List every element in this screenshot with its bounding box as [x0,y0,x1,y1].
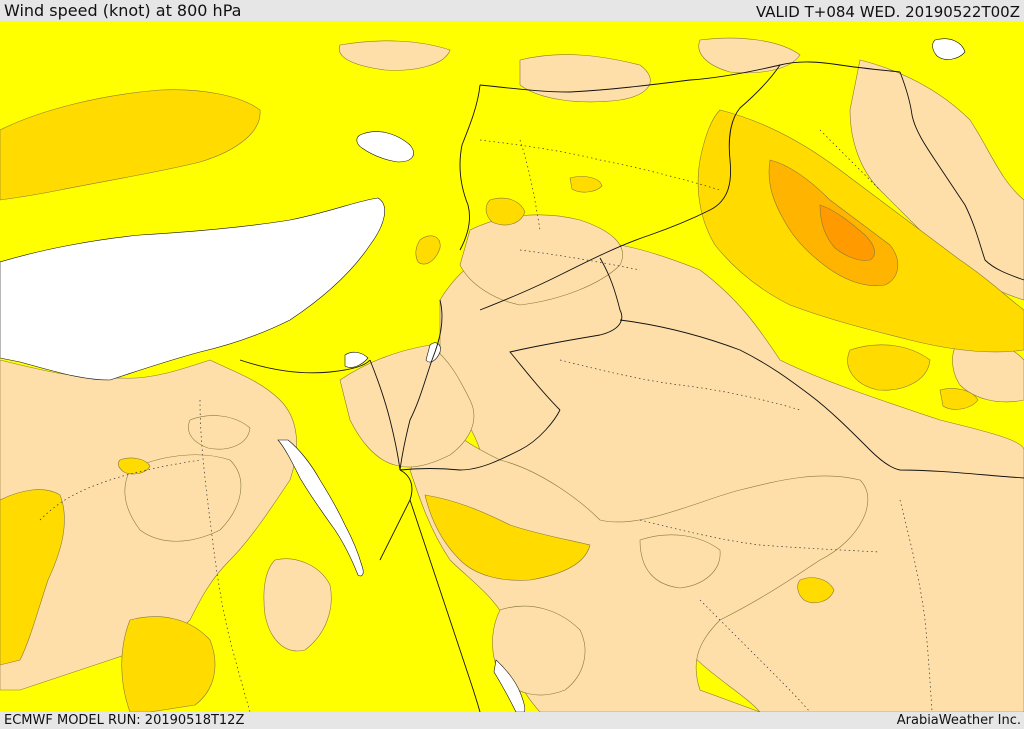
low-speed-regions [0,37,1024,712]
province-lines [39,129,933,712]
high-speed-regions [768,159,898,286]
model-run-label: ECMWF MODEL RUN: 20190518T12Z [4,713,245,728]
country-borders [239,61,1024,712]
map-footer: ECMWF MODEL RUN: 20190518T12Z ArabiaWeat… [0,712,1024,729]
map-header: Wind speed (knot) at 800 hPa VALID T+084… [0,0,1024,21]
map-title: Wind speed (knot) at 800 hPa [4,1,242,20]
valid-time: VALID T+084 WED. 20190522T00Z [755,3,1020,21]
brand-label: ArabiaWeather Inc. [896,713,1021,728]
wind-speed-map [0,21,1024,712]
masked-areas [0,38,966,712]
map-canvas [0,21,1024,712]
